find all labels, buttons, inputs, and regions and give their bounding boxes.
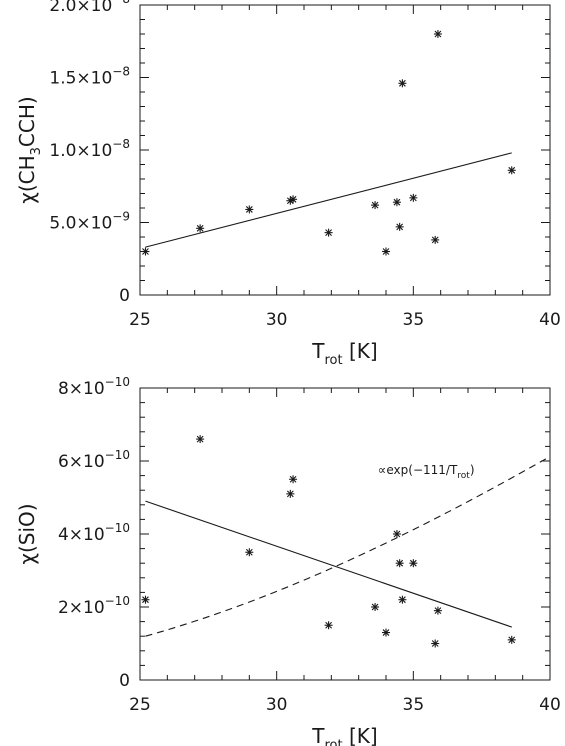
x-tick-label: 35 xyxy=(403,695,425,715)
data-point-4 xyxy=(289,195,298,204)
data-point-9 xyxy=(395,559,404,568)
data-point-7 xyxy=(382,247,390,256)
y-tick-label: 4×10−10 xyxy=(58,521,130,545)
y-tick-label: 1.5×10−8 xyxy=(49,65,130,89)
data-point-6 xyxy=(371,201,380,210)
curve-annotation: ∝exp(−111/Trot) xyxy=(378,463,475,481)
panel-bottom-sio: 25 30 35 40 0 2×10−10 4×10−10 6×10−10 8×10−10 Tro… xyxy=(15,375,561,746)
fit-line xyxy=(145,500,512,628)
plot-frame xyxy=(139,387,551,681)
data-point-7 xyxy=(382,628,390,637)
x-axis-label: Trot [K] xyxy=(311,724,377,746)
data-point-10 xyxy=(398,595,407,604)
x-axis-label: Trot [K] xyxy=(311,339,377,368)
x-tick-label: 25 xyxy=(129,310,151,330)
data-point-0 xyxy=(141,247,150,256)
data-point-2 xyxy=(245,205,254,214)
data-point-5 xyxy=(324,621,333,630)
exp-curve-line xyxy=(145,456,551,637)
data-point-2 xyxy=(245,548,254,557)
y-tick-label: 0 xyxy=(119,671,130,691)
data-point-11 xyxy=(409,559,418,568)
data-point-14 xyxy=(507,635,516,644)
data-point-11 xyxy=(409,193,418,202)
plot-frame xyxy=(139,4,551,296)
data-point-6 xyxy=(371,603,380,611)
y-tick-label: 8×10−10 xyxy=(58,375,130,399)
data-point-9 xyxy=(395,222,404,231)
data-point-5 xyxy=(324,228,333,237)
data-point-1 xyxy=(196,435,205,444)
data-point-1 xyxy=(196,224,205,233)
x-tick-label: 30 xyxy=(266,310,288,330)
data-point-3 xyxy=(286,489,295,498)
x-tick-label: 30 xyxy=(266,695,288,715)
data-point-14 xyxy=(507,166,516,175)
data-point-13 xyxy=(433,606,442,615)
data-point-12 xyxy=(431,235,440,244)
x-tick-label: 40 xyxy=(539,310,561,330)
x-tick-label: 40 xyxy=(539,695,561,715)
y-tick-label: 6×10−10 xyxy=(58,448,130,472)
y-axis-label: χ(CH3CCH) xyxy=(15,96,44,203)
y-tick-label: 2.0×10−8 xyxy=(49,0,130,16)
y-axis-label: χ(SiO) xyxy=(15,503,39,564)
y-tick-label: 2×10−10 xyxy=(58,594,130,618)
data-point-12 xyxy=(431,639,440,648)
x-tick-label: 25 xyxy=(129,695,151,715)
x-tick-label: 35 xyxy=(403,310,425,330)
data-point-4 xyxy=(289,475,298,484)
y-tick-label: 1.0×10−8 xyxy=(49,137,130,161)
y-tick-label: 0 xyxy=(119,286,130,306)
panel-top-ch3cch: 25 30 35 40 0 5.0×10−9 1.0×10−8 1.5×10−8 2.0×10−… xyxy=(15,0,561,368)
data-point-0 xyxy=(141,595,150,604)
data-point-10 xyxy=(398,79,407,88)
data-point-13 xyxy=(433,30,442,38)
fit-line xyxy=(145,152,512,248)
data-point-8 xyxy=(392,198,401,207)
y-tick-label: 5.0×10−9 xyxy=(49,210,130,234)
data-point-8 xyxy=(392,530,401,538)
